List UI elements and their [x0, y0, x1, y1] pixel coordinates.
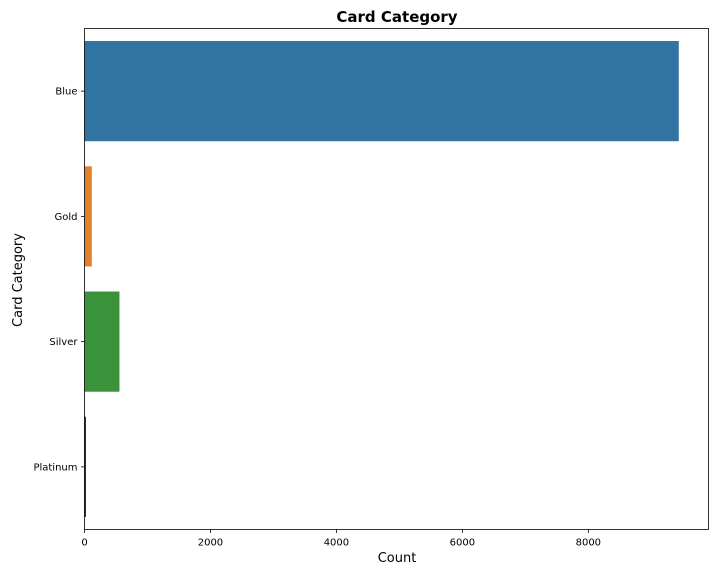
bar-blue — [84, 41, 679, 142]
plot-frame — [84, 28, 709, 530]
x-tick-label: 2000 — [198, 538, 223, 549]
y-tick-label-silver: Silver — [49, 337, 78, 348]
bar-gold — [84, 166, 92, 267]
x-ticks-group: 0 2000 4000 6000 8000 — [81, 529, 601, 549]
y-tick-label-gold: Gold — [55, 212, 78, 223]
x-tick-label: 8000 — [576, 538, 601, 549]
x-tick-label: 0 — [81, 538, 87, 549]
bar-platinum — [84, 416, 86, 517]
y-tick-label-platinum: Platinum — [33, 462, 77, 473]
x-tick-label: 6000 — [450, 538, 475, 549]
y-tick-label-blue: Blue — [55, 87, 77, 98]
chart-title: Card Category — [336, 8, 457, 26]
y-ticks-group: Blue Gold Silver Platinum — [33, 87, 85, 473]
x-axis-label: Count — [378, 551, 417, 566]
y-axis-label: Card Category — [11, 233, 26, 327]
bars-group — [84, 41, 679, 517]
bar-silver — [84, 291, 120, 392]
x-tick-label: 4000 — [324, 538, 349, 549]
